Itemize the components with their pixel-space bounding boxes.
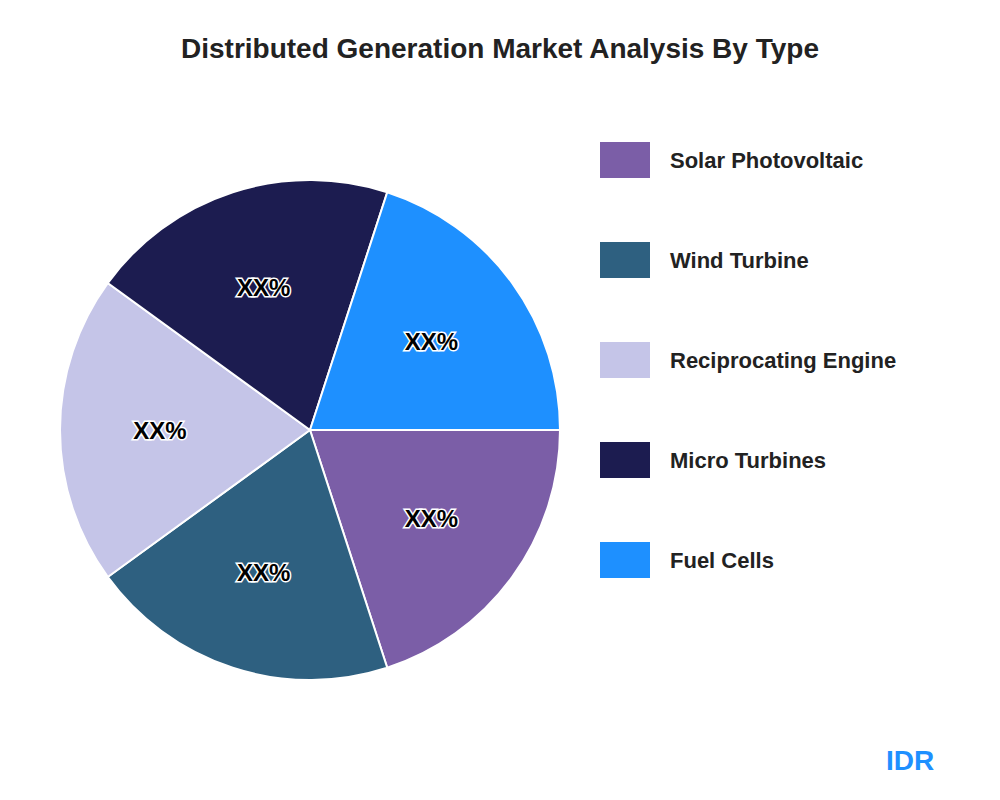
data-label: XX% [133, 417, 186, 444]
legend: Solar Photovoltaic Wind Turbine Reciprocat… [600, 142, 896, 578]
chart-svg: Distributed Generation Market Analysis B… [0, 0, 1000, 800]
annotation: IDR [886, 745, 934, 776]
data-label: XX% [405, 505, 458, 532]
legend-label: Wind Turbine [670, 248, 809, 273]
legend-label: Solar Photovoltaic [670, 148, 863, 173]
legend-swatch [600, 342, 650, 378]
data-label: XX% [237, 274, 290, 301]
pie-slice [310, 192, 560, 430]
legend-label: Fuel Cells [670, 548, 774, 573]
chart-container: Distributed Generation Market Analysis B… [0, 0, 1000, 800]
legend-swatch [600, 242, 650, 278]
legend-swatch [600, 142, 650, 178]
pie-labels: XX% XX% XX% XX% XX% [133, 274, 458, 586]
data-label: XX% [405, 328, 458, 355]
legend-swatch [600, 442, 650, 478]
data-label: XX% [237, 559, 290, 586]
title: Distributed Generation Market Analysis B… [181, 33, 819, 64]
background [0, 0, 1000, 800]
legend-swatch [600, 542, 650, 578]
legend-label: Reciprocating Engine [670, 348, 896, 373]
pie [60, 180, 560, 680]
legend-label: Micro Turbines [670, 448, 826, 473]
